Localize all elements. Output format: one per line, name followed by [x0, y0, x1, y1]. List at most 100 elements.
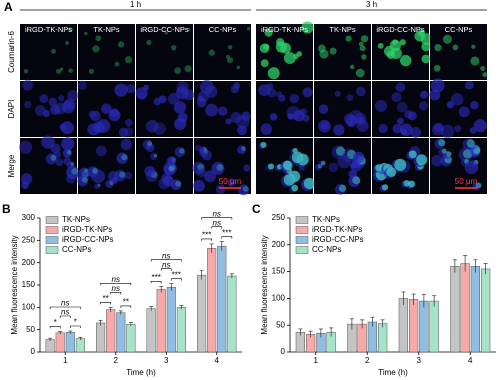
fluorescence: [475, 182, 482, 189]
column-header: CC-NPs: [209, 25, 237, 34]
nucleus: [278, 94, 286, 102]
nucleus: [230, 85, 239, 94]
bar: [429, 300, 439, 353]
fluorescence: [361, 54, 367, 60]
nucleus: [54, 102, 67, 115]
nucleus: [48, 97, 58, 107]
nucleus: [60, 121, 74, 135]
fluorescence: [197, 163, 204, 171]
nucleus: [175, 86, 189, 100]
fluorescence: [359, 45, 366, 52]
fluorescence: [345, 35, 352, 42]
nucleus: [18, 140, 33, 154]
y-tick-label: 250: [22, 235, 36, 244]
fluorescence: [174, 67, 182, 74]
significance-label: **: [123, 298, 129, 307]
fluorescence: [95, 35, 102, 42]
x-tick-label: 3: [417, 356, 422, 365]
fluorescence: [421, 42, 431, 52]
nucleus: [62, 148, 72, 158]
y-tick-label: 150: [22, 280, 36, 289]
nucleus: [293, 110, 305, 122]
significance-bracket: [201, 217, 233, 220]
nucleus: [469, 100, 479, 110]
fluorescence: [282, 160, 293, 171]
significance-bracket: [160, 268, 172, 271]
x-tick-label: 3: [164, 356, 169, 365]
nucleus: [77, 175, 89, 187]
fluorescence: [216, 164, 224, 171]
nucleus: [395, 82, 406, 93]
fluorescence: [480, 66, 486, 72]
nucleus: [241, 111, 251, 121]
fluorescence: [355, 68, 365, 78]
fluorescence: [291, 184, 299, 192]
fluorescence: [462, 149, 473, 159]
legend-swatch: [295, 226, 309, 234]
significance-bracket: [120, 305, 132, 308]
bar: [197, 274, 207, 353]
fluorescence: [399, 39, 406, 46]
fluorescence: [225, 54, 230, 59]
column-header: iRGD-TK-NPs: [261, 25, 308, 34]
fluorescence: [65, 41, 69, 45]
nucleus: [266, 82, 274, 91]
fluorescence: [349, 64, 355, 70]
significance-label: ***: [151, 273, 160, 282]
nucleus: [451, 93, 464, 106]
nucleus: [166, 156, 176, 167]
column-header: CC-NPs: [445, 25, 473, 34]
fluorescence: [23, 69, 29, 74]
nucleus: [378, 123, 388, 134]
bar: [106, 309, 116, 353]
significance-label: ns: [213, 209, 221, 218]
fluorescence: [421, 54, 431, 64]
significance-bracket: [49, 326, 61, 329]
nucleus: [465, 80, 474, 90]
significance-bracket: [100, 302, 112, 305]
nucleus: [158, 95, 167, 104]
image-tile: [78, 24, 135, 80]
x-axis-label: Time (h): [378, 368, 408, 377]
significance-label: ***: [202, 231, 211, 240]
significance-label: ns: [61, 308, 69, 317]
bar: [96, 322, 106, 353]
fluorescence: [260, 141, 267, 148]
fluorescence: [375, 164, 383, 172]
fluorescence: [264, 28, 273, 37]
fluorescence: [473, 147, 480, 155]
nucleus: [20, 173, 33, 185]
fluorescence: [442, 34, 452, 44]
legend-swatch: [45, 236, 59, 244]
fluorescence: [171, 157, 176, 162]
fluorescence: [175, 180, 181, 187]
fluorescence: [377, 42, 384, 49]
nucleus: [430, 78, 445, 93]
nucleus: [42, 109, 50, 118]
fluorescence: [70, 162, 75, 167]
x-tick-label: 4: [215, 356, 220, 365]
nucleus: [118, 127, 129, 138]
bar: [398, 298, 408, 353]
significance-label: ns: [162, 251, 170, 260]
fluorescence: [170, 44, 177, 51]
nucleus: [396, 117, 404, 125]
nucleus: [55, 158, 64, 167]
fluorescence: [301, 21, 314, 34]
fluorescence: [55, 68, 62, 75]
significance-bracket: [221, 236, 233, 239]
legend-label: TK-NPs: [62, 215, 90, 224]
bar: [55, 332, 65, 353]
nucleus: [145, 119, 159, 133]
fluorescence: [236, 65, 241, 70]
time-label: 1 h: [130, 0, 141, 9]
legend-swatch: [45, 246, 59, 254]
fluorescence: [125, 56, 133, 64]
legend-swatch: [295, 246, 309, 254]
nucleus: [22, 79, 34, 91]
fluorescence: [118, 171, 126, 178]
legend-swatch: [295, 216, 309, 224]
fluorescence: [470, 56, 480, 66]
nucleus: [431, 123, 445, 136]
